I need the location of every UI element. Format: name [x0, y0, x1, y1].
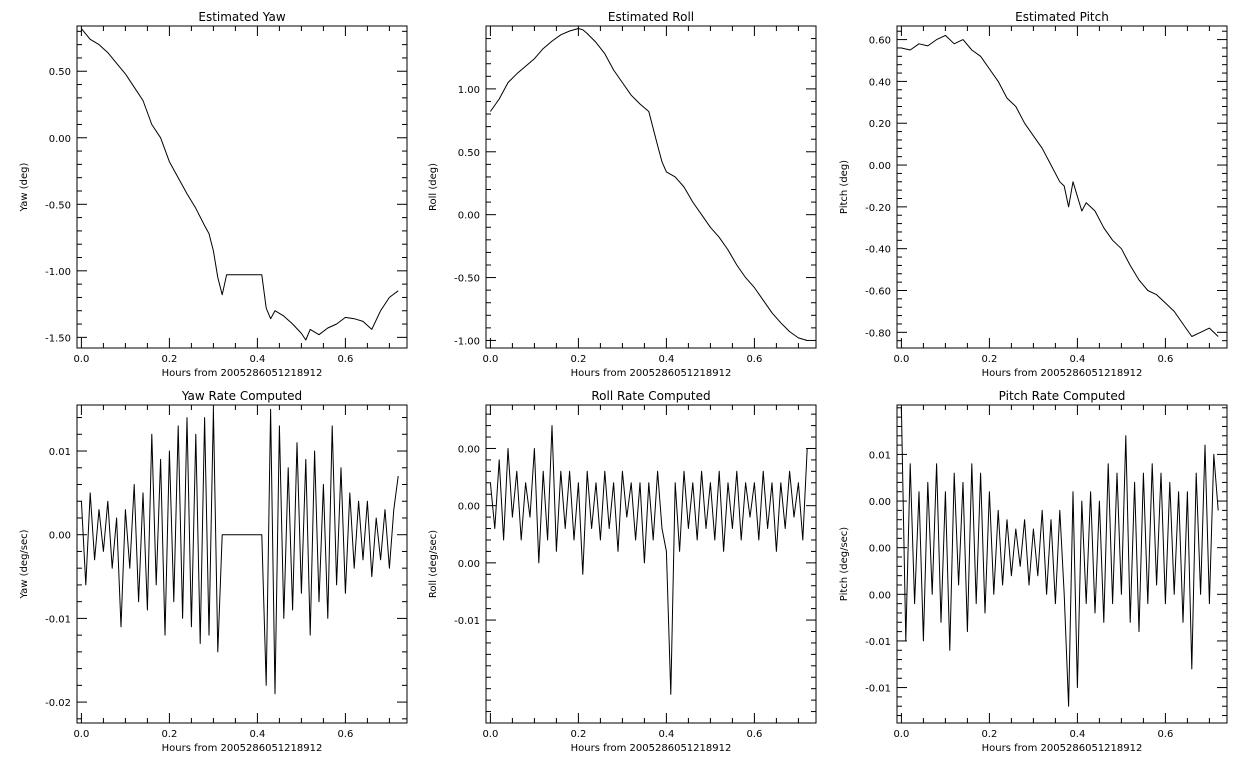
panel-2: Estimated Roll 0.0 0.2 0.4 0.6 1.00 0.50 0.00 -0… — [428, 10, 817, 379]
x-tick-label: 0.6 — [746, 729, 762, 740]
x-tick-label: 0.0 — [482, 729, 498, 740]
panel-title: Yaw Rate Computed — [181, 389, 302, 403]
y-tick-label: 0.50 — [49, 67, 71, 78]
y-tick-label: 0.01 — [869, 450, 891, 461]
y-tick-label: 0.20 — [869, 119, 891, 130]
y-tick-label: -0.20 — [865, 203, 891, 214]
x-tick-label: 0.4 — [249, 729, 265, 740]
x-tick-label: 0.2 — [570, 729, 586, 740]
y-tick-label: 0.00 — [869, 497, 891, 508]
panel-title: Estimated Roll — [608, 10, 694, 24]
plot-frame — [896, 25, 1228, 349]
y-tick-label: -1.00 — [45, 267, 71, 278]
y-tick-label: 0.00 — [458, 444, 480, 455]
y-tick-label: -1.00 — [454, 336, 480, 347]
x-tick-label: 0.6 — [1157, 729, 1173, 740]
y-axis-label: Roll (deg) — [428, 163, 439, 211]
y-tick-label: -0.01 — [865, 637, 891, 648]
y-axis-label: Pitch (deg/sec) — [839, 527, 850, 602]
x-tick-label: 0.0 — [893, 729, 909, 740]
data-series-line — [80, 408, 399, 695]
y-axis-label: Yaw (deg/sec) — [19, 529, 30, 599]
x-tick-label: 0.2 — [981, 354, 997, 365]
panel-1: Estimated Yaw 0.0 0.2 0.4 0.6 0.50 0.00 -0.50 -1… — [19, 10, 408, 379]
x-tick-label: 0.4 — [1069, 354, 1085, 365]
y-tick-label: 0.01 — [49, 447, 71, 458]
y-tick-label: 0.00 — [458, 502, 480, 513]
plot-frame — [76, 404, 408, 724]
y-tick-label: -0.01 — [454, 616, 480, 627]
y-tick-label: -0.50 — [454, 274, 480, 285]
y-tick-label: 0.00 — [458, 211, 480, 222]
y-tick-label: 0.00 — [458, 559, 480, 570]
data-series-line — [489, 28, 808, 341]
y-tick-label: 0.00 — [49, 134, 71, 145]
y-tick-label: -0.02 — [45, 698, 71, 709]
y-tick-label: 0.60 — [869, 36, 891, 47]
x-tick-label: 0.0 — [73, 729, 89, 740]
y-tick-label: -1.50 — [45, 333, 71, 344]
y-axis-label: Yaw (deg) — [19, 162, 30, 212]
x-axis-label: Hours from 2005286051218912 — [982, 368, 1143, 379]
x-tick-label: 0.0 — [482, 354, 498, 365]
panel-title: Pitch Rate Computed — [999, 389, 1126, 403]
y-tick-label: 0.50 — [458, 148, 480, 159]
x-tick-label: 0.2 — [570, 354, 586, 365]
y-axis-label: Pitch (deg) — [839, 160, 850, 214]
x-axis-label: Hours from 2005286051218912 — [162, 743, 323, 754]
x-tick-label: 0.2 — [161, 729, 177, 740]
plot-frame — [896, 404, 1228, 724]
x-tick-label: 0.4 — [658, 729, 674, 740]
x-tick-label: 0.6 — [746, 354, 762, 365]
y-tick-label: -0.40 — [865, 245, 891, 256]
y-tick-label: -0.01 — [865, 684, 891, 695]
panel-3: Estimated Pitch 0.0 0.2 0.4 0.6 0.60 0.40 0.20 0… — [839, 10, 1228, 379]
data-series-line — [900, 407, 1219, 707]
y-tick-label: -0.01 — [45, 614, 71, 625]
data-series-line — [901, 34, 1219, 337]
y-tick-label: 0.00 — [869, 590, 891, 601]
y-tick-label: 0.40 — [869, 77, 891, 88]
panel-title: Estimated Yaw — [198, 10, 285, 24]
x-tick-label: 0.4 — [658, 354, 674, 365]
x-tick-label: 0.4 — [249, 354, 265, 365]
x-tick-label: 0.2 — [161, 354, 177, 365]
x-tick-label: 0.6 — [1157, 354, 1173, 365]
data-series-line — [489, 425, 808, 695]
plot-frame — [485, 404, 817, 724]
x-tick-label: 0.6 — [337, 354, 353, 365]
panel-5: Roll Rate Computed 0.0 0.2 0.4 0.6 0.00 0.00 0.… — [428, 389, 817, 754]
x-axis-label: Hours from 2005286051218912 — [162, 368, 323, 379]
x-tick-label: 0.6 — [337, 729, 353, 740]
x-tick-label: 0.2 — [981, 729, 997, 740]
plot-frame — [76, 25, 408, 349]
y-tick-label: 0.00 — [869, 544, 891, 555]
panel-title: Estimated Pitch — [1015, 10, 1109, 24]
x-tick-label: 0.4 — [1069, 729, 1085, 740]
x-axis-label: Hours from 2005286051218912 — [982, 743, 1143, 754]
y-tick-label: -0.80 — [865, 328, 891, 339]
panel-title: Roll Rate Computed — [591, 389, 710, 403]
plot-frame — [485, 25, 817, 349]
x-tick-label: 0.0 — [893, 354, 909, 365]
panel-4: Yaw Rate Computed 0.0 0.2 0.4 0.6 0.01 0.00 -0.… — [19, 389, 408, 754]
x-axis-label: Hours from 2005286051218912 — [571, 743, 732, 754]
x-axis-label: Hours from 2005286051218912 — [571, 368, 732, 379]
y-tick-label: -0.60 — [865, 287, 891, 298]
y-tick-label: -0.50 — [45, 200, 71, 211]
panel-6: Pitch Rate Computed 0.0 0.2 0.4 0.6 0.01 0.00 0… — [839, 389, 1228, 754]
y-tick-label: 0.00 — [869, 161, 891, 172]
y-tick-label: 1.00 — [458, 85, 480, 96]
x-tick-label: 0.0 — [73, 354, 89, 365]
y-tick-label: 0.00 — [49, 531, 71, 542]
y-axis-label: Roll (deg/sec) — [428, 530, 439, 598]
data-series-line — [81, 28, 399, 341]
